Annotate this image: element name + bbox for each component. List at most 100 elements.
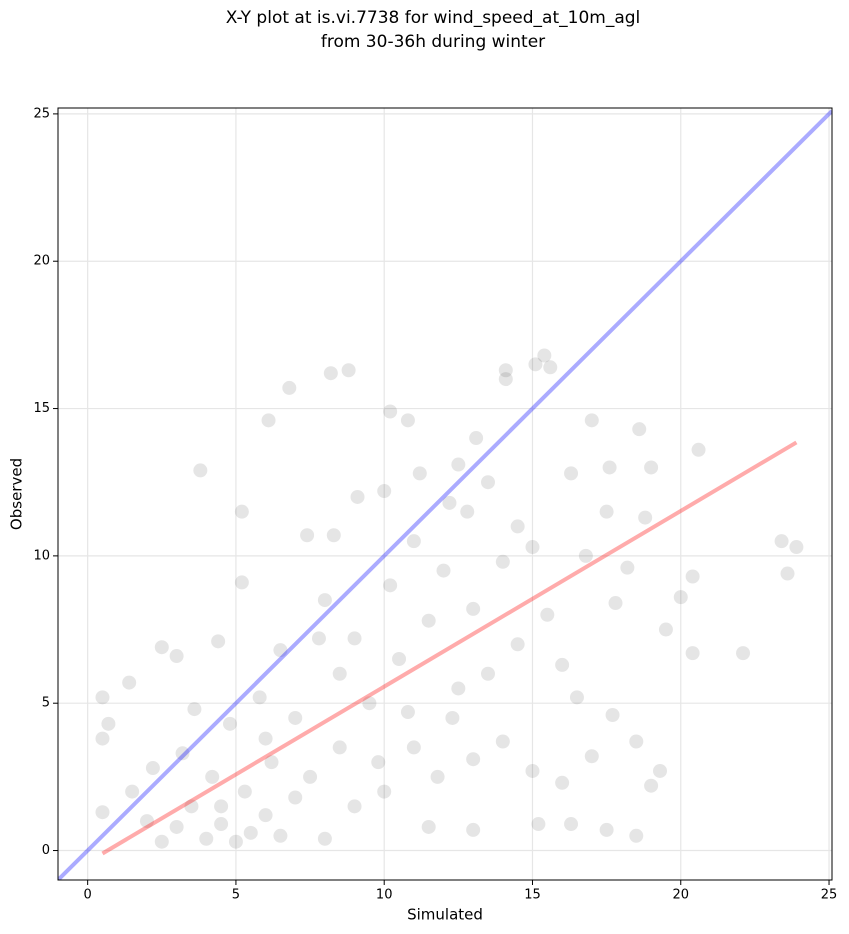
point — [303, 769, 318, 784]
point — [602, 460, 617, 475]
point — [658, 622, 673, 637]
point — [412, 466, 427, 481]
point — [252, 690, 267, 705]
point — [564, 466, 579, 481]
point — [341, 363, 356, 378]
point — [653, 763, 667, 778]
point — [564, 817, 579, 832]
point — [317, 831, 332, 846]
point — [139, 814, 154, 829]
point — [736, 646, 751, 661]
chart-subtitle: from 30-36h during winter — [321, 32, 545, 52]
point — [154, 834, 169, 849]
point — [406, 534, 421, 549]
point — [510, 637, 525, 652]
point — [789, 540, 804, 555]
x-axis-label: Simulated — [407, 906, 483, 924]
point — [300, 528, 315, 543]
point — [383, 578, 398, 593]
point — [362, 696, 377, 711]
point — [392, 652, 407, 667]
point — [495, 734, 510, 749]
x-tick-label: 10 — [376, 888, 393, 903]
point — [154, 640, 169, 655]
point — [228, 834, 243, 849]
point — [451, 457, 466, 472]
point — [629, 734, 644, 749]
point — [258, 808, 273, 823]
point — [555, 775, 570, 790]
point — [400, 705, 415, 720]
plot-frame — [57, 107, 833, 881]
point — [187, 702, 202, 717]
point — [169, 819, 184, 834]
point — [629, 828, 644, 843]
y-axis-label: Observed — [8, 458, 26, 530]
point — [383, 404, 398, 419]
point — [237, 784, 252, 799]
y-tick-label: 25 — [33, 106, 50, 121]
x-tick-label: 25 — [821, 888, 838, 903]
point — [95, 690, 110, 705]
point — [95, 731, 110, 746]
point — [685, 646, 700, 661]
x-tick-label: 15 — [524, 888, 541, 903]
point — [495, 554, 510, 569]
point — [584, 749, 599, 764]
point — [599, 504, 614, 519]
point — [211, 634, 226, 649]
point — [288, 790, 303, 805]
point — [311, 631, 326, 646]
point — [599, 822, 614, 837]
point — [214, 817, 229, 832]
point — [347, 631, 362, 646]
point — [377, 484, 392, 499]
point — [644, 460, 659, 475]
point — [466, 601, 481, 616]
y-tick-label: 5 — [42, 696, 50, 711]
x-tick-label: 5 — [232, 888, 240, 903]
point — [445, 710, 460, 725]
point — [193, 463, 208, 478]
y-tick-label: 0 — [42, 843, 50, 858]
point — [632, 422, 647, 437]
point — [780, 566, 795, 581]
point — [469, 431, 484, 446]
y-tick-label: 10 — [33, 548, 50, 563]
point — [234, 575, 249, 590]
point — [323, 366, 338, 381]
point — [421, 613, 436, 628]
point — [451, 681, 466, 696]
point — [430, 769, 445, 784]
point — [584, 413, 599, 428]
point — [243, 825, 258, 840]
point — [498, 372, 513, 387]
point — [569, 690, 584, 705]
point — [436, 563, 451, 578]
point — [122, 675, 137, 690]
point — [691, 442, 706, 457]
point — [510, 519, 525, 534]
point — [673, 590, 688, 605]
point — [214, 799, 229, 814]
point — [578, 548, 593, 563]
point — [460, 504, 475, 519]
point — [605, 707, 620, 722]
point — [282, 380, 297, 395]
point — [774, 534, 789, 549]
point — [685, 569, 700, 584]
x-tick-label: 20 — [672, 888, 689, 903]
point — [264, 755, 279, 770]
point — [400, 413, 415, 428]
point — [644, 778, 659, 793]
point — [332, 666, 347, 681]
reference-line — [58, 109, 832, 880]
point — [442, 495, 457, 510]
point — [481, 666, 495, 681]
point — [466, 752, 481, 767]
point — [377, 784, 392, 799]
point — [95, 805, 110, 820]
point — [498, 363, 513, 378]
point — [481, 475, 495, 490]
point — [223, 716, 237, 731]
